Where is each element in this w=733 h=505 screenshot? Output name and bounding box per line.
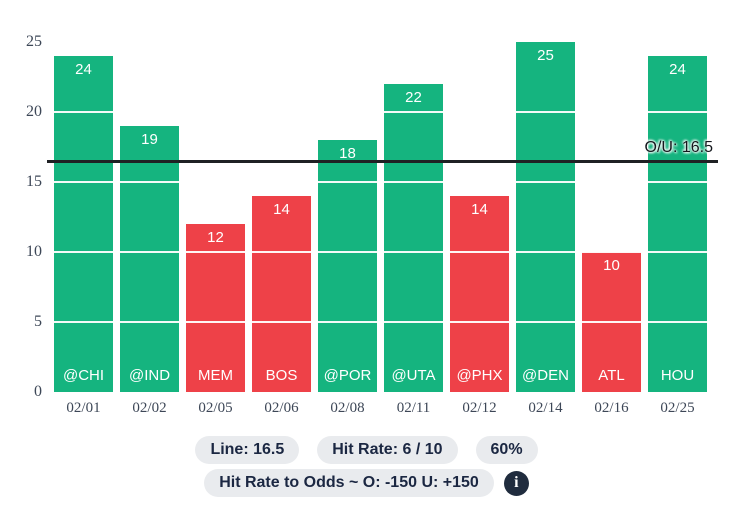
bar-at-chi[interactable]: 24 @CHI (54, 56, 113, 392)
date-label: 02/25 (660, 400, 695, 416)
bar-value-label: 25 (537, 47, 554, 64)
opponent-label: MEM (198, 367, 233, 384)
bar-mem[interactable]: 12 MEM (186, 224, 245, 392)
bar-at-phx[interactable]: 14 @PHX (450, 196, 509, 392)
date-label: 02/14 (528, 400, 563, 416)
bar-value-label: 19 (141, 131, 158, 148)
gridline (47, 111, 718, 113)
y-axis-tick: 5 (34, 313, 42, 330)
date-label: 02/06 (264, 400, 299, 416)
date-label: 02/11 (396, 400, 431, 416)
y-axis-tick: 10 (26, 243, 42, 260)
bar-value-label: 22 (405, 89, 422, 106)
line-pill: Line: 16.5 (195, 436, 300, 464)
opponent-label: HOU (660, 367, 695, 384)
y-axis-tick: 25 (26, 33, 42, 50)
bar-value-label: 24 (669, 61, 686, 78)
bar-at-den[interactable]: 25 @DEN (516, 42, 575, 392)
summary-row-1: Line: 16.5 Hit Rate: 6 / 10 60% (195, 436, 538, 464)
bar-value-label: 18 (339, 145, 356, 162)
bar-hou[interactable]: 24 HOU (648, 56, 707, 392)
gridline (47, 321, 718, 323)
date-label: 02/02 (132, 400, 167, 416)
y-axis-tick: 20 (26, 103, 42, 120)
opponent-label: @UTA (391, 367, 436, 384)
y-axis-tick: 0 (34, 383, 42, 400)
date-label: 02/08 (330, 400, 365, 416)
summary-row-2: Hit Rate to Odds ~ O: -150 U: +150 i (204, 469, 529, 497)
opponent-label: @PHX (456, 367, 503, 384)
gridline (47, 251, 718, 253)
odds-pill: Hit Rate to Odds ~ O: -150 U: +150 (204, 469, 494, 497)
over-under-line-label: O/U: 16.5 (644, 139, 713, 156)
bar-value-label: 12 (207, 229, 224, 246)
opponent-label: @POR (323, 367, 372, 384)
date-label: 02/05 (198, 400, 233, 416)
gridline (47, 181, 718, 183)
info-icon[interactable]: i (503, 470, 529, 496)
opponent-label: @CHI (62, 367, 105, 384)
date-label: 02/01 (66, 400, 101, 416)
opponent-label: ATL (598, 367, 625, 384)
opponent-label: @DEN (522, 367, 569, 384)
bar-value-label: 14 (273, 201, 290, 218)
y-axis-tick: 15 (26, 173, 42, 190)
hit-rate-pill: Hit Rate: 6 / 10 (317, 436, 458, 464)
bar-value-label: 14 (471, 201, 488, 218)
bar-bos[interactable]: 14 BOS (252, 196, 311, 392)
summary-legend: Line: 16.5 Hit Rate: 6 / 10 60% Hit Rate… (0, 436, 733, 497)
over-under-line (47, 159, 718, 163)
bar-value-label: 10 (603, 257, 620, 274)
date-label: 02/12 (462, 400, 497, 416)
bar-at-uta[interactable]: 22 @UTA (384, 84, 443, 392)
bar-at-ind[interactable]: 19 @IND (120, 126, 179, 392)
bar-value-label: 24 (75, 61, 92, 78)
opponent-label: BOS (265, 367, 298, 384)
date-label: 02/16 (594, 400, 629, 416)
bar-at-por[interactable]: 18 @POR (318, 140, 377, 392)
opponent-label: @IND (128, 367, 171, 384)
percent-pill: 60% (475, 436, 538, 464)
